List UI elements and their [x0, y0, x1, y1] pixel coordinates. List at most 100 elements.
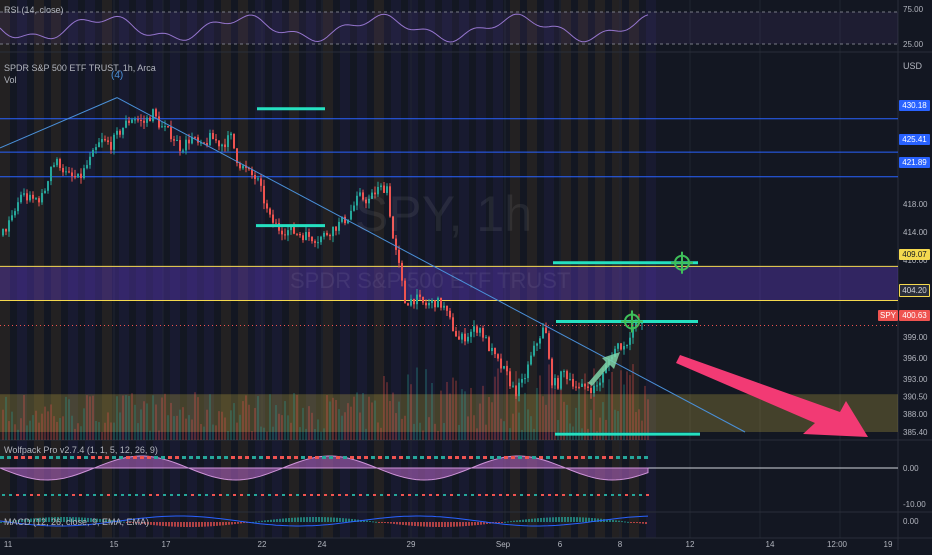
candle-body — [566, 371, 568, 380]
candle-body — [218, 140, 220, 147]
candle-body — [5, 228, 7, 232]
candle-body — [338, 221, 340, 231]
candle-body — [305, 232, 307, 241]
candle-body — [155, 109, 157, 117]
wolfpack-label: Wolfpack Pro v2.7.4 (1, 1, 5, 12, 26, 9) — [4, 445, 158, 455]
macd-bar — [540, 517, 542, 522]
wolfpack-dot-lower — [163, 494, 166, 496]
wolfpack-dot — [70, 456, 74, 459]
macd-bar — [471, 522, 473, 526]
candle-body — [29, 194, 31, 201]
volume-bar — [101, 431, 103, 440]
wolfpack-dot — [35, 456, 39, 459]
candle-body — [518, 382, 520, 397]
session-band — [102, 0, 112, 538]
volume-bar — [575, 407, 577, 440]
candle-body — [275, 222, 277, 224]
volume-bar — [641, 420, 643, 440]
candle-body — [473, 326, 475, 332]
volume-bar — [257, 396, 259, 440]
wave-label: (4) — [111, 70, 124, 81]
macd-bar — [339, 517, 341, 522]
candle-body — [287, 230, 289, 236]
rsi-band — [0, 12, 898, 44]
wolfpack-dot-lower — [555, 494, 558, 496]
macd-bar — [393, 522, 395, 524]
macd-bar — [354, 519, 356, 522]
macd-bar — [195, 522, 197, 527]
macd-bar — [627, 521, 629, 523]
volume-bar — [623, 384, 625, 440]
macd-bar — [348, 518, 350, 522]
wolfpack-dot-lower — [604, 494, 607, 496]
volume-bar — [290, 422, 292, 440]
main-price-pane[interactable] — [0, 97, 898, 440]
wolfpack-tick-label: -10.00 — [903, 500, 926, 509]
level-badge-409: 409.07 — [899, 249, 930, 260]
time-axis[interactable]: 11 15 17 22 24 29 Sep 6 8 12 14 12:00 19 — [4, 540, 893, 549]
time-tick-label: 11 — [4, 540, 13, 549]
volume-bar — [224, 417, 226, 440]
candle-body — [488, 337, 490, 352]
resistance-zone — [0, 266, 898, 301]
volume-bar — [629, 375, 631, 440]
candle-body — [323, 232, 325, 237]
volume-bar — [476, 428, 478, 440]
wolfpack-dot — [308, 456, 312, 459]
candle-body — [197, 137, 199, 143]
volume-bar — [86, 395, 88, 440]
volume-bar — [509, 428, 511, 440]
candle-body — [329, 235, 331, 237]
candle-body — [341, 216, 343, 222]
volume-bar — [329, 401, 331, 440]
wolfpack-dot — [455, 456, 459, 459]
session-band — [187, 0, 197, 538]
session-band — [459, 0, 469, 538]
wolfpack-dot-lower — [639, 494, 642, 496]
volume-bar — [554, 389, 556, 440]
candle-body — [44, 190, 46, 194]
macd-bar — [282, 518, 284, 522]
session-band — [221, 0, 231, 538]
candle-body — [509, 371, 511, 387]
volume-bar — [44, 406, 46, 440]
macd-bar — [225, 522, 227, 526]
wolfpack-dot — [637, 456, 641, 459]
macd-bar — [240, 522, 242, 524]
volume-bar — [530, 416, 532, 440]
wolfpack-dot — [448, 456, 452, 459]
volume-bar — [236, 422, 238, 440]
macd-bar — [543, 517, 545, 522]
wolfpack-dot-lower — [282, 494, 285, 496]
candle-body — [8, 220, 10, 232]
symbol-title[interactable]: SPDR S&P 500 ETF TRUST, 1h, Arca — [4, 63, 156, 73]
macd-bar — [441, 522, 443, 527]
macd-bar — [300, 517, 302, 522]
wolfpack-dot — [525, 456, 529, 459]
wolfpack-dot-lower — [352, 494, 355, 496]
session-band — [408, 0, 418, 538]
macd-bar — [81, 517, 83, 522]
macd-bar — [549, 517, 551, 522]
candle-body — [266, 203, 268, 209]
session-band — [595, 0, 605, 538]
macd-bar — [276, 519, 278, 522]
macd-bar — [462, 522, 464, 527]
candle-body — [365, 199, 367, 204]
candle-body — [164, 126, 166, 128]
volume-bar — [197, 397, 199, 440]
candle-body — [203, 142, 205, 144]
candle-body — [626, 344, 628, 347]
macd-bar — [516, 520, 518, 522]
session-band — [153, 0, 163, 538]
macd-bar — [429, 522, 431, 527]
wolfpack-dot — [224, 456, 228, 459]
wolfpack-dot — [189, 456, 193, 459]
wolfpack-dot-lower — [380, 494, 383, 496]
wolfpack-dot — [364, 456, 368, 459]
wolfpack-dot-lower — [618, 494, 621, 496]
volume-bar — [206, 409, 208, 440]
macd-bar — [405, 522, 407, 526]
